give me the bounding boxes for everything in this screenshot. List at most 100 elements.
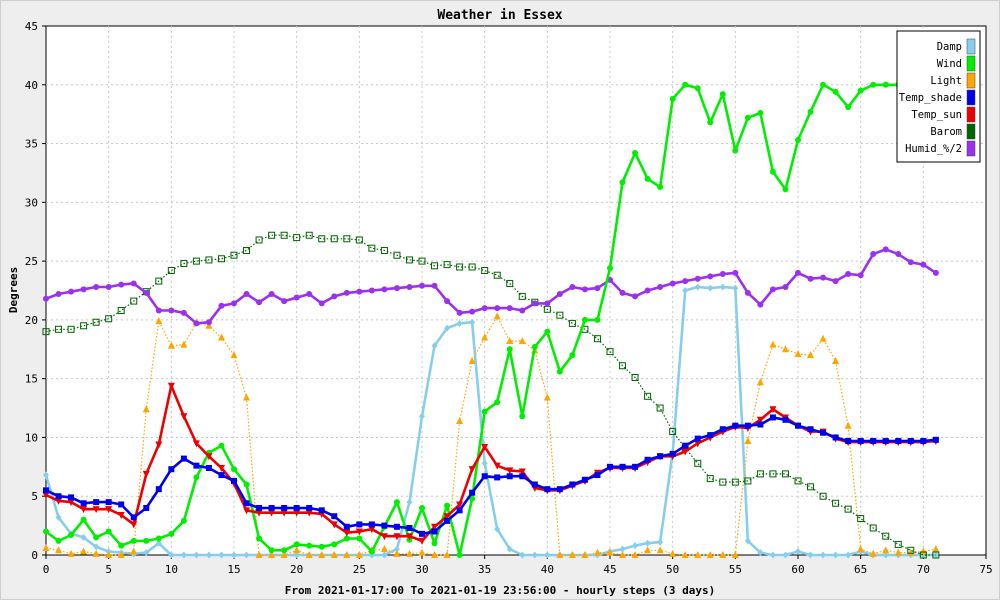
temp-shade-point: [569, 481, 576, 488]
light-point: [80, 547, 88, 555]
light-point: [431, 551, 439, 558]
damp-point: [519, 551, 526, 559]
x-axis-label: From 2021-01-17:00 To 2021-01-19 23:56:0…: [285, 584, 715, 597]
temp-sun-point: [769, 406, 777, 414]
temp-shade-point: [268, 504, 275, 511]
barom-point: [894, 540, 902, 548]
humid-2-point: [769, 286, 776, 293]
temp-shade-point: [444, 517, 451, 524]
light-line: [45, 315, 937, 556]
temp-sun-point: [205, 453, 213, 461]
temp-shade-point: [456, 507, 463, 514]
temp-shade-point: [80, 500, 87, 507]
damp-point: [820, 551, 827, 559]
temp-shade-point: [531, 481, 538, 488]
temp-shade-point: [870, 437, 877, 444]
temp-shade-point: [406, 524, 413, 531]
barom-point: [167, 267, 175, 275]
light-point: [92, 549, 100, 557]
light-point: [744, 436, 752, 444]
humid-2-point: [782, 283, 789, 290]
wind-point: [594, 316, 601, 323]
temp-shade-point: [519, 473, 526, 480]
temp-shade-point: [682, 442, 689, 449]
series-humid-2: [43, 246, 939, 327]
temp-shade-point: [556, 486, 563, 493]
humid-2-point: [381, 286, 388, 293]
humid-2-point: [719, 271, 726, 278]
light-point: [593, 548, 601, 556]
light-point: [142, 405, 150, 413]
barom-point: [92, 318, 100, 326]
light-point: [543, 393, 551, 401]
temp-shade-point: [231, 477, 237, 484]
temp-shade-point: [694, 435, 701, 442]
series-layer: [42, 81, 940, 559]
light-point: [205, 321, 213, 329]
light-point: [330, 551, 338, 558]
temp-shade-point: [744, 422, 751, 429]
light-point: [756, 378, 764, 386]
x-tick-label: 20: [290, 563, 303, 576]
wind-point: [43, 528, 49, 535]
temp-sun-point: [217, 465, 225, 473]
barom-point: [706, 475, 714, 483]
damp-point: [43, 471, 49, 479]
barom-point: [343, 235, 351, 243]
barom-point: [330, 235, 338, 243]
temp-sun-point: [293, 509, 301, 517]
humid-2-point: [494, 305, 501, 312]
wind-point: [832, 88, 839, 95]
temp-shade-point: [932, 436, 939, 443]
wind-point: [105, 528, 112, 535]
humid-2-point: [469, 308, 476, 315]
barom-point: [368, 244, 376, 252]
temp-sun-point: [518, 468, 526, 476]
wind-point: [356, 535, 363, 542]
temp-sun-point: [305, 509, 313, 517]
wind-point: [669, 95, 676, 102]
damp-point: [231, 551, 237, 559]
temp-sun-point: [481, 443, 489, 451]
x-tick-label: 35: [478, 563, 491, 576]
light-point: [606, 548, 614, 556]
humid-2-point: [231, 300, 237, 307]
temp-sun-point: [368, 526, 376, 534]
light-point: [105, 551, 113, 558]
temp-shade-point: [732, 422, 739, 429]
humid-2-point: [619, 289, 626, 296]
temp-sun-point: [756, 416, 764, 424]
wind-point: [795, 137, 801, 144]
damp-point: [205, 551, 212, 559]
humid-2-point: [406, 283, 413, 290]
temp-sun-point: [506, 467, 514, 475]
light-point: [681, 551, 689, 558]
legend-label-humid-2: Humid_%/2: [905, 143, 962, 155]
light-point: [468, 357, 476, 365]
barom-point: [794, 477, 802, 485]
temp-shade-point: [68, 494, 75, 501]
wind-point: [218, 442, 225, 449]
light-point: [769, 340, 777, 348]
legend-swatch-light: [966, 72, 976, 89]
barom-point: [255, 236, 263, 244]
damp-point: [431, 342, 438, 350]
temp-shade-point: [920, 437, 927, 444]
barom-point: [130, 297, 138, 305]
temp-shade-point: [356, 521, 363, 528]
damp-point: [406, 498, 413, 506]
humid-2-point: [820, 274, 827, 281]
barom-point: [380, 247, 388, 255]
temp-sun-point: [380, 533, 388, 541]
humid-2-point: [180, 309, 187, 316]
humid-2-point: [581, 286, 588, 293]
humid-2-point: [331, 293, 338, 300]
wind-point: [431, 540, 438, 547]
y-tick-label: 0: [31, 549, 38, 562]
light-point: [293, 546, 301, 554]
temp-shade-point: [795, 422, 801, 429]
wind-point: [180, 517, 187, 524]
damp-point: [707, 284, 714, 292]
temp-sun-point: [355, 528, 363, 536]
damp-point: [769, 551, 776, 559]
